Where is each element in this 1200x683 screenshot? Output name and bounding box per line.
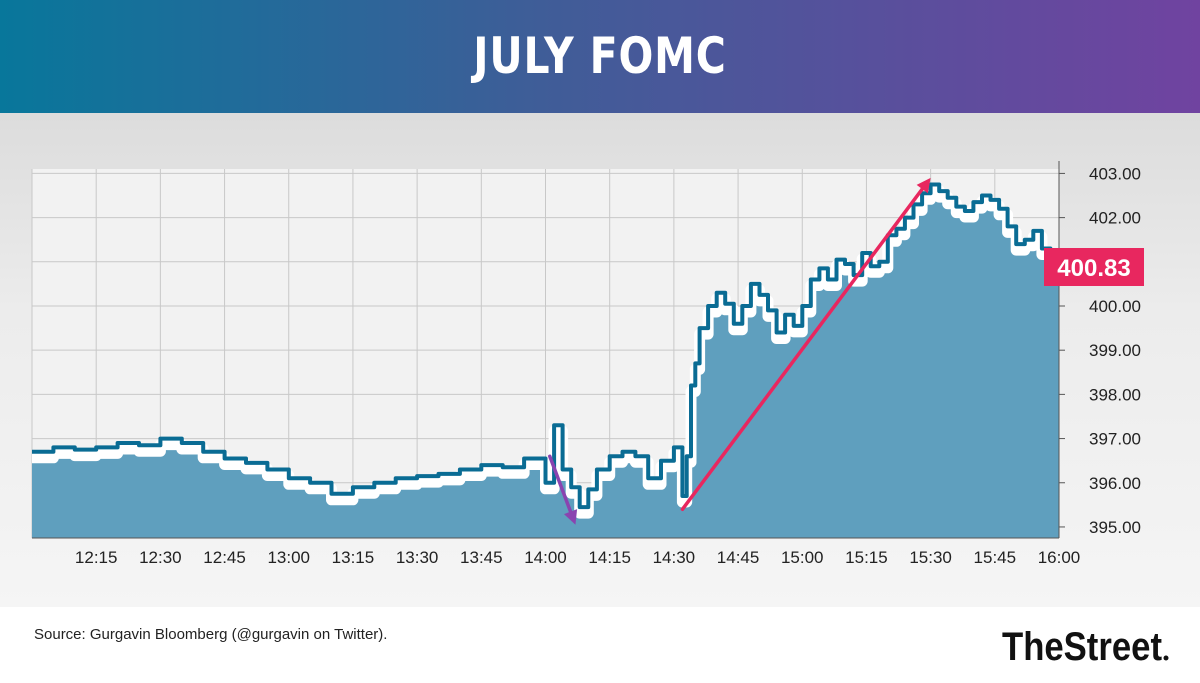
chart-title: JULY FOMC: [473, 27, 727, 85]
y-tick-label: 396.00: [1089, 474, 1141, 493]
x-tick-label: 15:00: [781, 548, 824, 567]
last-price-label: 400.83: [1057, 255, 1130, 282]
x-tick-label: 15:30: [909, 548, 952, 567]
x-tick-label: 13:00: [267, 548, 310, 567]
last-price-badge: 400.83: [1044, 248, 1144, 286]
logo-wordmark: TheStreet: [1002, 625, 1162, 669]
thestreet-logo: TheStreet: [1002, 625, 1169, 669]
x-tick-label: 12:30: [139, 548, 182, 567]
x-tick-label: 15:45: [974, 548, 1017, 567]
price-line: [32, 182, 1059, 510]
price-line-halo: [32, 185, 1059, 519]
trend-arrows: [548, 177, 931, 525]
y-tick-label: 395.00: [1089, 518, 1141, 537]
x-tick-label: 12:15: [75, 548, 118, 567]
last-price-badge-bg: [1044, 248, 1144, 286]
x-tick-label: 14:30: [653, 548, 696, 567]
footer: [0, 607, 1200, 683]
header-banner: [0, 0, 1200, 113]
x-tick-label: 14:45: [717, 548, 760, 567]
pink-arrow-head: [916, 177, 931, 194]
chart-axes: 12:15 12:30 12:45 13:00 13:15 13:30 13:45 14:00…: [32, 161, 1141, 567]
logo-dot: [1163, 655, 1169, 661]
x-tick-label: 16:00: [1038, 548, 1081, 567]
line-chart: 12:15 12:30 12:45 13:00 13:15 13:30 13:45 14:00…: [31, 161, 1144, 567]
purple-arrow-shaft: [548, 454, 573, 514]
y-tick-label: 402.00: [1089, 209, 1141, 228]
y-tick-label: 398.00: [1089, 385, 1141, 404]
x-tick-label: 15:15: [845, 548, 888, 567]
y-tick-label: 397.00: [1089, 430, 1141, 449]
price-area: [32, 182, 1059, 538]
y-tick-label: 400.00: [1089, 297, 1141, 316]
x-tick-label: 13:15: [332, 548, 375, 567]
x-tick-label: 14:00: [524, 548, 567, 567]
x-tick-label: 14:15: [588, 548, 631, 567]
source-note: Source: Gurgavin Bloomberg (@gurgavin on…: [34, 626, 388, 643]
y-tick-label: 399.00: [1089, 341, 1141, 360]
pink-arrow-shaft: [680, 187, 924, 512]
price-area-fill: [32, 184, 1059, 538]
x-tick-label: 12:45: [203, 548, 246, 567]
purple-arrow-head: [563, 509, 578, 525]
x-tick-label: 13:45: [460, 548, 503, 567]
y-tick-label: 403.00: [1089, 164, 1141, 183]
x-tick-label: 13:30: [396, 548, 439, 567]
